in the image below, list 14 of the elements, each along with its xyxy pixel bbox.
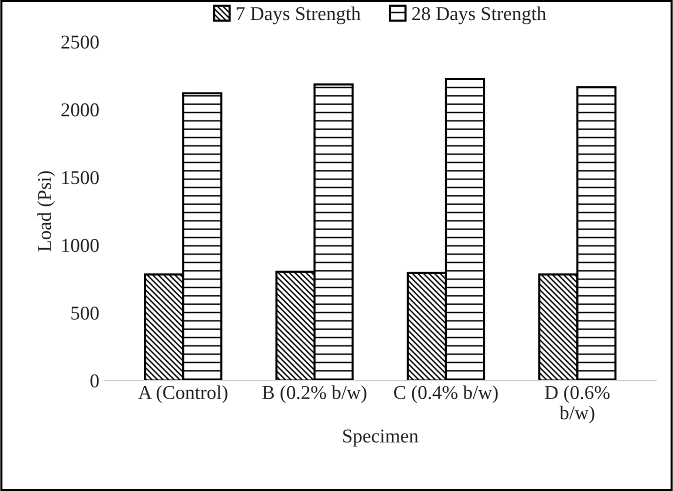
legend-label: 7 Days Strength [236,6,361,24]
y-tick-label: 0 [90,374,99,388]
y-tick-label: 500 [71,306,99,320]
x-tick-label: A (Control) [138,385,228,404]
legend-label: 28 Days Strength [412,6,546,24]
x-tick-label: B (0.2% b/w) [262,385,366,404]
y-tick-label: 1000 [62,238,99,252]
x-tick-label: C (0.4% b/w) [394,385,498,404]
y-axis-title: Load (Psi) [37,171,56,252]
x-tick-label: D (0.6% b/w) [544,385,610,424]
y-tick-label: 2500 [61,36,99,49]
x-axis-title: Specimen [343,430,418,447]
y-tick-label: 1500 [62,171,99,184]
y-tick-label: 2000 [61,103,99,116]
